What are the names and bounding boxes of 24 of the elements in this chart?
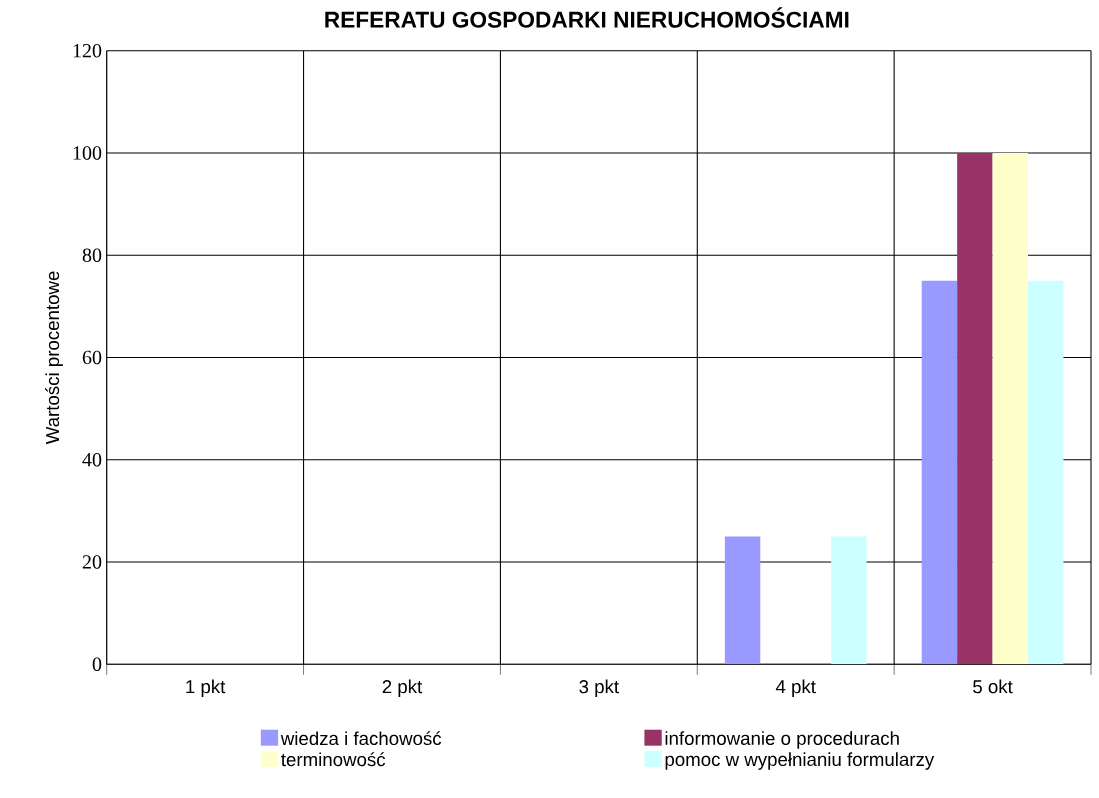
bar xyxy=(831,536,867,665)
bar xyxy=(957,153,993,665)
y-tick-label: 60 xyxy=(82,350,102,365)
y-tick-label: 100 xyxy=(73,146,102,160)
y-tick-label: 40 xyxy=(82,453,102,467)
legend-label: informowanie o procedurach xyxy=(665,731,899,749)
legend-label: wiedza i fachowość xyxy=(280,731,442,746)
x-tick-label: 3 pkt xyxy=(579,679,619,698)
y-tick-label: 20 xyxy=(82,555,102,569)
bar xyxy=(921,280,958,665)
bar xyxy=(992,153,1029,665)
x-tick-label: 4 pkt xyxy=(775,679,816,698)
y-tick-label: 0 xyxy=(92,657,102,672)
y-tick-label: 120 xyxy=(73,44,102,58)
x-tick-label: 1 pkt xyxy=(186,679,226,698)
bar xyxy=(1028,280,1064,665)
y-axis-title: Wartości procentowe xyxy=(45,271,63,445)
x-tick-label: 2 pkt xyxy=(382,679,423,698)
legend-label: pomoc w wypełnianiu formularzy xyxy=(665,752,935,770)
x-tick-label: 5 okt xyxy=(973,679,1013,694)
legend-label: terminowość xyxy=(281,752,386,767)
bar xyxy=(724,536,761,665)
chart-title: REFERATU GOSPODARKI NIERUCHOMOŚCIAMI xyxy=(325,7,849,28)
y-tick-label: 80 xyxy=(82,248,102,263)
